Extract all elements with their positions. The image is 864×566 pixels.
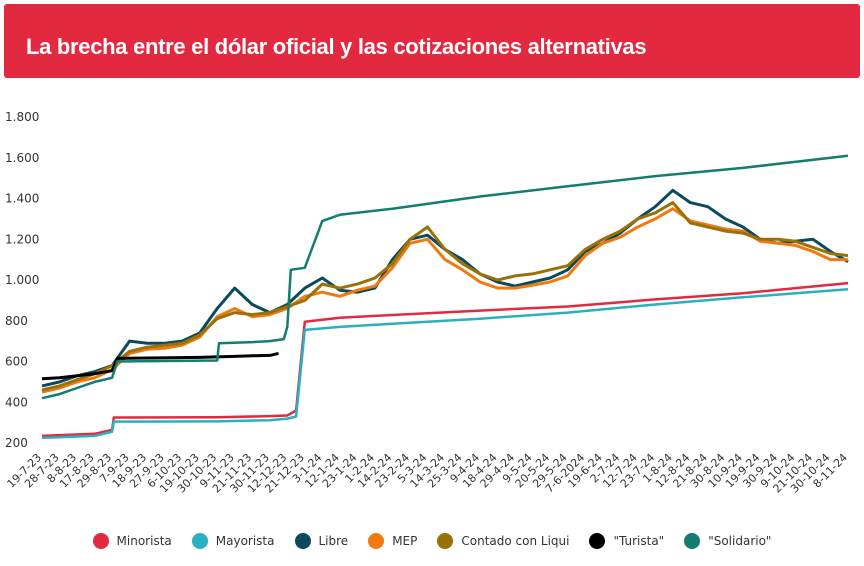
legend-label: "Turista" [613,534,665,548]
y-tick-label: 1.600 [5,151,39,165]
legend-swatch [191,533,208,549]
legend-swatch [294,533,311,549]
title-banner: La brecha entre el dólar oficial y las c… [4,4,860,78]
legend-swatch [589,533,606,549]
series-line-1 [41,287,849,440]
chart-title: La brecha entre el dólar oficial y las c… [26,34,647,59]
y-tick-label: 400 [5,395,28,409]
y-tick-label: 800 [5,314,28,328]
legend-item[interactable]: Minorista [92,533,172,549]
legend-label: Minorista [116,534,172,548]
series-line-0 [41,281,849,438]
y-axis: 200 400 600 800 1.000 1.200 1.400 1.600 1.800 [5,110,39,450]
line-chart: 200 400 600 800 1.000 1.200 1.400 1.600 1.800 19… [5,110,851,496]
legend-item[interactable]: "Solidario" [684,533,771,549]
series-line-4 [41,201,849,392]
legend-item[interactable]: Libre [294,533,349,549]
x-axis: 19-7-2328-7-238-8-2317-8-2329-8-237-9-23… [5,451,851,496]
legend-swatch [684,533,701,549]
y-tick-label: 600 [5,355,28,369]
y-tick-label: 1.800 [5,110,39,124]
legend-label: Libre [318,534,349,548]
legend-item[interactable]: MEP [368,533,417,549]
legend-swatch [368,533,385,549]
legend-label: Mayorista [215,534,275,548]
y-tick-label: 1.000 [5,273,39,287]
y-tick-label: 1.200 [5,232,39,246]
legend-item[interactable]: Contado con Liqui [437,533,569,549]
legend-label: MEP [392,534,418,548]
legend-label: "Solidario" [708,534,772,548]
legend-swatch [437,533,454,549]
series-line-5 [41,351,279,381]
y-tick-label: 200 [5,436,28,450]
legend-swatch [92,533,109,549]
series-line-6 [41,154,849,400]
legend-item[interactable]: "Turista" [589,533,664,549]
legend-label: Contado con Liqui [461,534,570,548]
legend: Minorista Mayorista Libre MEP Contado con Li… [0,533,864,549]
series-line-3 [41,207,848,394]
series-lines [41,154,849,440]
legend-item[interactable]: Mayorista [191,533,275,549]
y-tick-label: 1.400 [5,192,39,206]
